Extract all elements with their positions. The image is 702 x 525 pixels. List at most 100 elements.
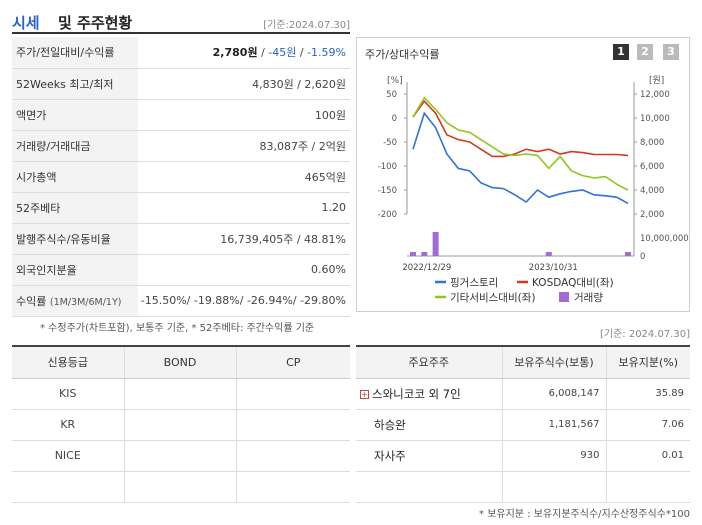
y-tick-left: -150 <box>378 186 397 196</box>
chart-panel: 주가/상대수익률 1 2 3 [%] [원] 50 0 -50 -100 -150 -200 1… <box>356 37 690 312</box>
current-price: 2,780원 <box>212 46 258 60</box>
y-tick-left: -100 <box>378 162 397 172</box>
shareholder-name: 자사주 <box>374 448 406 463</box>
volume-bar <box>545 252 552 256</box>
table-row: NICE <box>12 440 350 472</box>
period-button-1[interactable]: 1 <box>613 44 629 60</box>
info-row: 액면가 100원 <box>12 99 350 131</box>
legend-label: 거래량 <box>574 292 603 304</box>
pct-cell <box>606 471 690 503</box>
info-value: 1.20 <box>138 192 350 224</box>
chart-svg: [%] [원] 50 0 -50 -100 -150 -200 12,000 10,000 8,00… <box>378 75 689 304</box>
info-label: 발행주식수/유동비율 <box>12 223 138 255</box>
pct-cell: 7.06 <box>606 409 690 441</box>
footnote: * 보유지분 : 보유지분주식수/지수산정주식수*100 <box>479 509 690 520</box>
table-row <box>356 471 690 503</box>
info-label: 52주베타 <box>12 192 138 224</box>
expand-plus-icon[interactable]: + <box>360 389 369 399</box>
col-header: 신용등급 <box>12 346 125 379</box>
section-header: 시세 및 주주현황 [기준:2024.07.30] <box>12 8 350 34</box>
y-tick-left: -50 <box>383 138 397 148</box>
table-cell <box>124 471 237 503</box>
table-cell <box>236 378 350 410</box>
info-value: 465억원 <box>138 161 350 193</box>
info-label: 외국인지분율 <box>12 254 138 286</box>
shareholder-name: 하승완 <box>374 417 406 432</box>
price-change: -45원 <box>268 46 297 60</box>
col-header: 보유지분(%) <box>606 346 690 379</box>
col-header: BOND <box>124 346 237 379</box>
left-axis-unit: [%] <box>387 76 403 86</box>
info-row: 52Weeks 최고/최저 4,830원 / 2,620원 <box>12 68 350 100</box>
shareholder-name-cell <box>356 471 503 503</box>
section-title-sub: 및 주주현황 <box>58 14 133 32</box>
section-title-main: 시세 <box>12 14 40 32</box>
table-cell <box>12 471 125 503</box>
y-tick-right: 10,000 <box>640 114 670 124</box>
table-cell <box>124 440 237 472</box>
table-row: KR <box>12 409 350 441</box>
chart-title: 주가/상대수익률 <box>365 48 440 61</box>
info-row: 발행주식수/유동비율 16,739,405주 / 48.81% <box>12 223 350 255</box>
info-row: 주가/전일대비/수익률 2,780원 / -45원 / -1.59% <box>12 37 350 69</box>
y-tick-right: 4,000 <box>640 186 664 196</box>
table-cell <box>124 378 237 410</box>
period-button-3[interactable]: 3 <box>663 44 679 60</box>
info-label: 시가총액 <box>12 161 138 193</box>
col-header: 주요주주 <box>356 346 503 379</box>
col-header: 보유주식수(보통) <box>502 346 607 379</box>
shares-cell: 1,181,567 <box>502 409 607 441</box>
volume-tick: 10,000,000 <box>640 234 689 244</box>
y-tick-left: -200 <box>378 210 397 220</box>
table-cell <box>236 440 350 472</box>
info-value: 0.60% <box>138 254 350 286</box>
table-cell: NICE <box>12 440 125 472</box>
y-tick-left: 50 <box>386 90 397 100</box>
table-row: + 스와니코코 외 7인 6,008,147 35.89 <box>356 378 690 410</box>
legend-label: 기타서비스대비(좌) <box>450 292 535 304</box>
pct-cell: 35.89 <box>606 378 690 410</box>
info-label: 52Weeks 최고/최저 <box>12 68 138 100</box>
table-row: 자사주 930 0.01 <box>356 440 690 472</box>
note-text: * 수정주가(차트포함), 보통주 기준, * 52주베타: 주간수익률 기준 <box>40 323 315 334</box>
info-value: -15.50%/ -19.88%/ -26.94%/ -29.80% <box>138 285 350 317</box>
y-tick-right: 12,000 <box>640 90 670 100</box>
table-header-row: 신용등급 BOND CP <box>12 346 350 379</box>
volume-bar <box>625 252 631 256</box>
shares-cell: 930 <box>502 440 607 472</box>
info-label: 액면가 <box>12 99 138 131</box>
base-date-2: [기준: 2024.07.30] <box>599 329 690 340</box>
info-value: 100원 <box>138 99 350 131</box>
y-tick-right: 6,000 <box>640 162 664 172</box>
period-button-2[interactable]: 2 <box>637 44 653 60</box>
shareholder-name-cell[interactable]: + 스와니코코 외 7인 <box>356 378 503 410</box>
info-row: 시가총액 465억원 <box>12 161 350 193</box>
series-line <box>412 96 629 191</box>
shareholder-name-cell: 하승완 <box>356 409 503 441</box>
shares-cell: 6,008,147 <box>502 378 607 410</box>
y-tick-left: 0 <box>392 114 397 124</box>
table-cell <box>124 409 237 441</box>
price-info-table: 주가/전일대비/수익률 2,780원 / -45원 / -1.59% 52Wee… <box>12 37 350 317</box>
table-cell <box>236 409 350 441</box>
shareholder-table: 주요주주 보유주식수(보통) 보유지분(%) + 스와니코코 외 7인 6,008… <box>356 345 690 503</box>
return-period-label: (1M/3M/6M/1Y) <box>49 296 122 308</box>
series-line <box>412 111 629 205</box>
info-row: 거래량/거래대금 83,087주 / 2억원 <box>12 130 350 162</box>
price-change-rate: -1.59% <box>307 46 346 60</box>
info-label: 수익률 (1M/3M/6M/1Y) <box>12 285 138 317</box>
table-cell: KR <box>12 409 125 441</box>
info-label: 주가/전일대비/수익률 <box>12 37 138 69</box>
info-value: 2,780원 / -45원 / -1.59% <box>138 37 350 69</box>
pct-cell: 0.01 <box>606 440 690 472</box>
table-row <box>12 471 350 503</box>
shareholder-name: 스와니코코 외 7인 <box>372 386 461 401</box>
volume-bar <box>421 252 428 256</box>
info-label: 거래량/거래대금 <box>12 130 138 162</box>
return-label: 수익률 <box>16 294 47 308</box>
table-header-row: 주요주주 보유주식수(보통) 보유지분(%) <box>356 346 690 379</box>
info-row: 외국인지분율 0.60% <box>12 254 350 286</box>
x-tick-label: 2022/12/29 <box>402 263 451 273</box>
info-row: 수익률 (1M/3M/6M/1Y) -15.50%/ -19.88%/ -26.… <box>12 285 350 317</box>
base-date: [기준:2024.07.30] <box>263 20 350 31</box>
